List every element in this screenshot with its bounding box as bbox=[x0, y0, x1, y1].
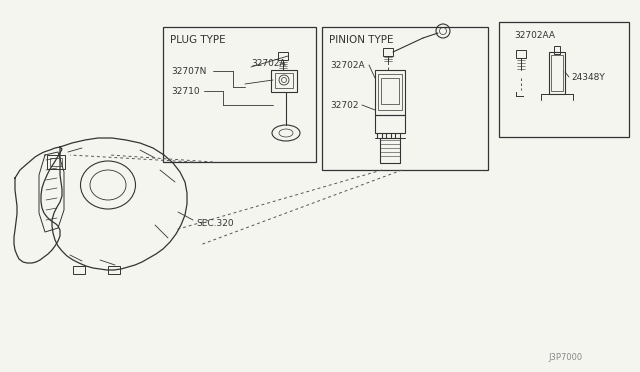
Bar bbox=[275, 73, 293, 88]
Text: 32702A: 32702A bbox=[251, 60, 285, 68]
Bar bbox=[108, 266, 120, 274]
Bar bbox=[47, 155, 65, 169]
Text: PINION TYPE: PINION TYPE bbox=[329, 35, 394, 45]
Text: PLUG TYPE: PLUG TYPE bbox=[170, 35, 226, 45]
Bar bbox=[383, 48, 393, 56]
Text: 32710: 32710 bbox=[171, 87, 200, 96]
Text: 32702: 32702 bbox=[330, 100, 358, 109]
Bar bbox=[375, 70, 405, 115]
Bar bbox=[380, 138, 400, 163]
Bar bbox=[163, 27, 316, 162]
Bar bbox=[516, 50, 526, 58]
Text: 32707N: 32707N bbox=[171, 67, 206, 76]
Text: SEC.320: SEC.320 bbox=[196, 218, 234, 228]
Bar bbox=[381, 78, 399, 104]
Bar bbox=[375, 115, 405, 133]
Text: 24348Y: 24348Y bbox=[571, 73, 605, 81]
Bar bbox=[551, 55, 563, 91]
Text: J3P7000: J3P7000 bbox=[548, 353, 582, 362]
Bar bbox=[499, 22, 629, 137]
Bar bbox=[378, 74, 402, 110]
Bar bbox=[554, 46, 560, 54]
Text: 32702AA: 32702AA bbox=[514, 31, 555, 39]
Text: 32702A: 32702A bbox=[330, 61, 365, 70]
Bar bbox=[278, 52, 288, 60]
Bar bbox=[322, 27, 488, 170]
Bar bbox=[271, 70, 297, 92]
Bar bbox=[73, 266, 85, 274]
Bar bbox=[50, 158, 62, 166]
Bar bbox=[549, 52, 565, 94]
